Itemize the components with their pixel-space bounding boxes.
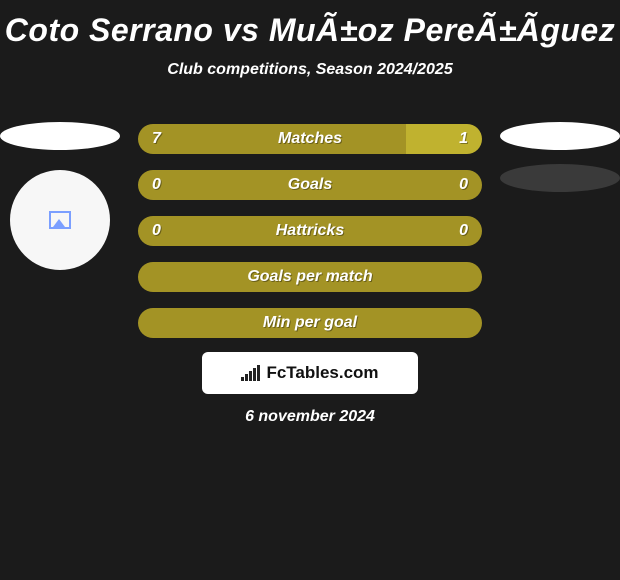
stat-bar: 00Hattricks (138, 216, 482, 246)
stat-bar: 71Matches (138, 124, 482, 154)
player-left-shadow-oval (0, 122, 120, 150)
date-text: 6 november 2024 (0, 408, 620, 426)
stat-label: Goals per match (138, 268, 482, 286)
player-right-shadow-oval-2 (500, 164, 620, 192)
fctables-logo-icon (241, 365, 260, 381)
player-left-photo (10, 170, 110, 270)
player-right-shadow-oval-1 (500, 122, 620, 150)
player-right-avatar-col (500, 122, 620, 192)
brand-card[interactable]: FcTables.com (202, 352, 418, 394)
image-placeholder-icon (49, 211, 71, 229)
stat-bar: Goals per match (138, 262, 482, 292)
stat-bars: 71Matches 00Goals 00Hattricks Goals per mat… (138, 124, 482, 338)
stat-bar: 00Goals (138, 170, 482, 200)
player-left-avatar-col (0, 122, 120, 270)
brand-text: FcTables.com (266, 363, 378, 383)
page-title: Coto Serrano vs MuÃ±oz PereÃ±Ãguez (0, 0, 620, 49)
stat-label: Hattricks (138, 222, 482, 240)
stat-bar: Min per goal (138, 308, 482, 338)
comparison-card: Coto Serrano vs MuÃ±oz PereÃ±Ãguez Club … (0, 0, 620, 580)
subtitle: Club competitions, Season 2024/2025 (0, 61, 620, 79)
stat-label: Goals (138, 176, 482, 194)
stat-label: Min per goal (138, 314, 482, 332)
stat-label: Matches (138, 130, 482, 148)
